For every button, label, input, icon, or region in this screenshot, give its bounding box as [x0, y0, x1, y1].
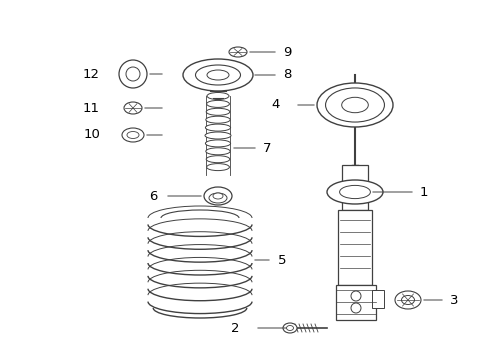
- Ellipse shape: [206, 108, 229, 115]
- Ellipse shape: [286, 325, 293, 330]
- Ellipse shape: [325, 88, 384, 122]
- Circle shape: [119, 60, 147, 88]
- Ellipse shape: [341, 97, 367, 113]
- Ellipse shape: [206, 70, 228, 80]
- Bar: [335, 285, 375, 320]
- Ellipse shape: [339, 185, 369, 199]
- Ellipse shape: [326, 180, 382, 204]
- Text: 7: 7: [263, 141, 271, 154]
- Bar: [337, 210, 371, 285]
- Ellipse shape: [394, 291, 420, 309]
- Ellipse shape: [213, 193, 223, 199]
- Ellipse shape: [204, 132, 230, 139]
- Text: 10: 10: [83, 129, 100, 141]
- Ellipse shape: [124, 102, 142, 114]
- Bar: [341, 165, 367, 210]
- Ellipse shape: [208, 193, 226, 203]
- Ellipse shape: [206, 100, 229, 107]
- Text: 9: 9: [283, 45, 291, 58]
- Ellipse shape: [316, 83, 392, 127]
- Ellipse shape: [122, 128, 143, 142]
- Text: 6: 6: [149, 189, 158, 202]
- Text: 5: 5: [278, 253, 286, 266]
- Text: 12: 12: [83, 68, 100, 81]
- Ellipse shape: [127, 131, 139, 139]
- Text: 2: 2: [231, 321, 240, 334]
- Ellipse shape: [206, 93, 228, 99]
- Ellipse shape: [401, 296, 414, 305]
- Text: 4: 4: [271, 99, 280, 112]
- Ellipse shape: [205, 124, 230, 131]
- Ellipse shape: [205, 148, 230, 155]
- Ellipse shape: [203, 187, 231, 205]
- Ellipse shape: [228, 47, 246, 57]
- Text: 1: 1: [419, 185, 427, 198]
- Ellipse shape: [195, 65, 240, 85]
- Ellipse shape: [283, 323, 296, 333]
- Ellipse shape: [206, 156, 229, 163]
- Text: 11: 11: [83, 102, 100, 114]
- Ellipse shape: [205, 116, 230, 123]
- Ellipse shape: [206, 163, 229, 171]
- Text: 3: 3: [449, 293, 458, 306]
- Ellipse shape: [183, 59, 252, 91]
- Circle shape: [350, 303, 360, 313]
- Bar: [371, 290, 383, 308]
- Ellipse shape: [205, 140, 230, 147]
- Circle shape: [126, 67, 140, 81]
- Circle shape: [350, 291, 360, 301]
- Text: 8: 8: [283, 68, 291, 81]
